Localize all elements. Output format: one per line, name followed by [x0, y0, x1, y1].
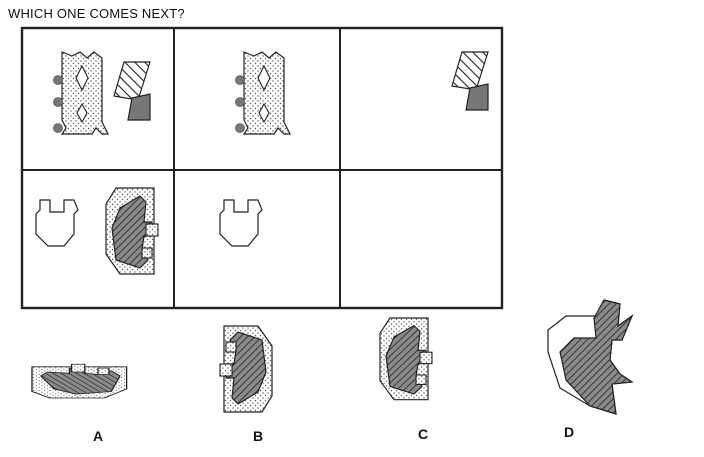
cell-r1c1 [52, 51, 151, 135]
cell-r2c2 [219, 199, 263, 247]
option-b-figure[interactable] [219, 325, 273, 413]
option-c-label[interactable]: C [417, 426, 429, 442]
question-title: WHICH ONE COMES NEXT? [8, 6, 185, 21]
option-b-label[interactable]: B [252, 428, 264, 444]
option-d-figure[interactable] [547, 299, 634, 415]
option-a-label[interactable]: A [92, 428, 104, 444]
cell-r1c3 [451, 51, 489, 111]
cell-r1c2 [234, 51, 291, 135]
cell-r2c1 [35, 187, 159, 275]
option-c-figure[interactable] [379, 317, 433, 401]
option-a-figure[interactable] [31, 363, 128, 399]
grid-frame [20, 26, 504, 310]
option-d-label[interactable]: D [563, 424, 575, 440]
